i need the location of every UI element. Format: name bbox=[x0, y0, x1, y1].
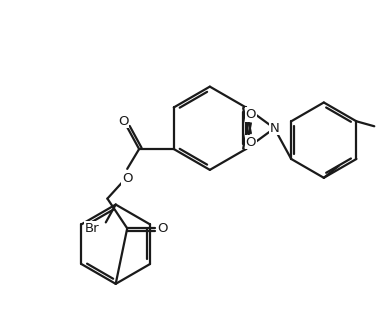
Text: Br: Br bbox=[85, 222, 99, 235]
Text: O: O bbox=[245, 136, 256, 149]
Text: O: O bbox=[122, 172, 132, 185]
Text: O: O bbox=[118, 115, 129, 128]
Text: O: O bbox=[245, 108, 256, 121]
Text: O: O bbox=[157, 222, 168, 235]
Text: N: N bbox=[269, 122, 279, 135]
